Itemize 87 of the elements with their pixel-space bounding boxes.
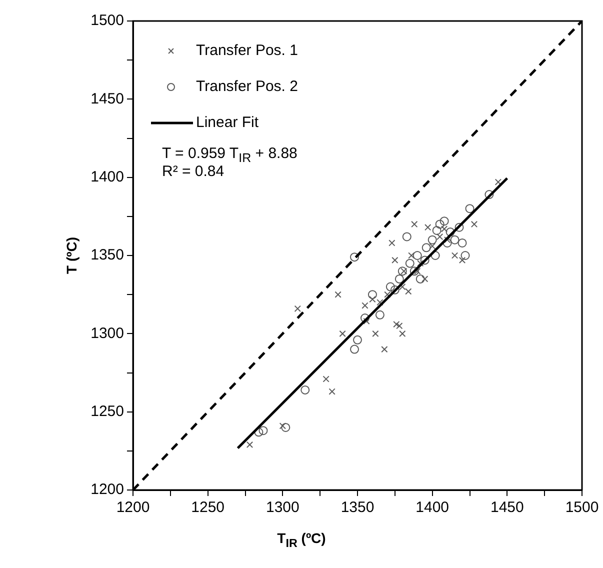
point bbox=[451, 252, 458, 259]
point bbox=[422, 276, 428, 282]
point bbox=[360, 314, 370, 323]
x-tick-label: 1250 bbox=[191, 499, 225, 516]
point bbox=[458, 256, 466, 264]
y-tick-label: 1350 bbox=[90, 246, 124, 264]
point bbox=[428, 235, 437, 244]
x-tick-label: 1500 bbox=[565, 499, 599, 516]
point bbox=[410, 266, 419, 276]
point bbox=[440, 216, 449, 226]
point bbox=[470, 220, 478, 228]
point bbox=[279, 422, 286, 430]
point bbox=[368, 290, 377, 300]
point bbox=[372, 330, 379, 337]
point bbox=[402, 232, 412, 242]
point bbox=[258, 426, 268, 436]
point bbox=[400, 268, 408, 274]
annotation: R² = 0.84 bbox=[162, 163, 224, 180]
x-tick-label: 1200 bbox=[116, 499, 150, 516]
point bbox=[353, 335, 362, 344]
point bbox=[399, 283, 406, 290]
point bbox=[446, 228, 455, 237]
legend-label: Transfer Pos. 2 bbox=[196, 78, 298, 96]
x-tick-label: 1400 bbox=[416, 499, 450, 516]
point bbox=[376, 299, 384, 306]
point bbox=[435, 220, 444, 229]
point bbox=[444, 236, 451, 244]
point bbox=[375, 310, 384, 320]
y-axis-title: T (ºC) bbox=[63, 237, 80, 274]
y-tick-label: 1450 bbox=[90, 90, 124, 108]
point bbox=[494, 178, 502, 186]
y-tick-label: 1300 bbox=[90, 324, 124, 342]
point bbox=[390, 285, 400, 294]
point bbox=[411, 220, 418, 228]
point bbox=[417, 260, 424, 267]
point bbox=[436, 233, 444, 240]
point bbox=[432, 226, 442, 235]
point bbox=[408, 252, 415, 259]
x-tick-label: 1350 bbox=[340, 499, 374, 516]
point bbox=[350, 252, 360, 262]
y-tick-label: 1400 bbox=[90, 168, 124, 186]
legend-label: Transfer Pos. 1 bbox=[196, 42, 298, 60]
y-tick-label: 1250 bbox=[90, 402, 124, 420]
point bbox=[394, 274, 404, 284]
point bbox=[440, 226, 448, 232]
point bbox=[465, 204, 474, 214]
x-axis-title: T$_{IR}$ (ºC) bbox=[276, 530, 327, 550]
x-tick-label: 1450 bbox=[490, 499, 524, 516]
point bbox=[369, 296, 376, 303]
point bbox=[281, 422, 290, 432]
point bbox=[381, 346, 388, 353]
point bbox=[392, 256, 398, 264]
point bbox=[350, 344, 360, 354]
point bbox=[396, 322, 403, 330]
point bbox=[420, 256, 430, 265]
point bbox=[484, 190, 494, 200]
point bbox=[334, 291, 342, 298]
point bbox=[398, 266, 407, 276]
point bbox=[460, 251, 470, 260]
point bbox=[405, 258, 414, 268]
point bbox=[416, 274, 425, 284]
point bbox=[405, 288, 412, 295]
point bbox=[393, 320, 400, 328]
point bbox=[294, 305, 301, 312]
x-tick-label: 1300 bbox=[266, 499, 300, 516]
point bbox=[424, 224, 432, 231]
point bbox=[399, 330, 406, 337]
y-tick-label: 1500 bbox=[90, 12, 124, 30]
point bbox=[388, 240, 396, 246]
point bbox=[429, 242, 436, 250]
point bbox=[300, 385, 310, 394]
point bbox=[454, 222, 464, 232]
point bbox=[422, 243, 431, 252]
point bbox=[412, 251, 422, 260]
point bbox=[362, 302, 368, 309]
point bbox=[450, 235, 460, 244]
legend-label: Linear Fit bbox=[196, 114, 260, 132]
point bbox=[384, 291, 391, 298]
y-tick-label: 1200 bbox=[90, 481, 124, 498]
point bbox=[386, 282, 395, 292]
point bbox=[339, 330, 346, 337]
point bbox=[328, 388, 336, 395]
annotation: T = 0.959 T$_{IR}$ + 8.88 bbox=[162, 145, 298, 165]
point bbox=[246, 441, 254, 448]
point bbox=[414, 268, 421, 274]
point bbox=[322, 376, 330, 382]
point bbox=[458, 238, 467, 248]
